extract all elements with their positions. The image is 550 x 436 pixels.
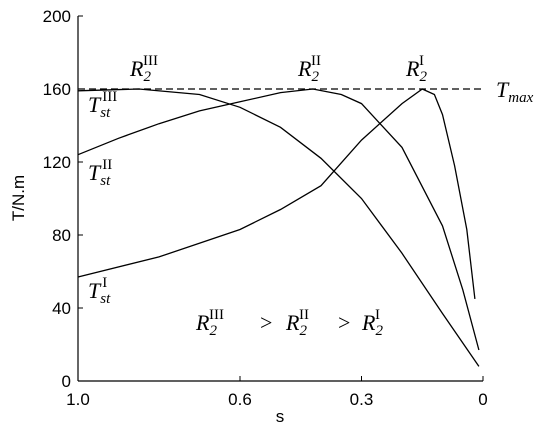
y-tick-label: 200	[43, 7, 71, 26]
annotation: TstII	[88, 157, 112, 189]
y-tick-label: 120	[43, 153, 71, 172]
annotation: R2I	[361, 307, 383, 339]
annotation-sub: 2	[143, 69, 151, 85]
annotation: R2II	[285, 307, 309, 339]
annotation-base: R	[285, 310, 300, 335]
annotation-base: T	[88, 92, 102, 117]
annotation-base: T	[496, 77, 510, 102]
annotation-sup: III	[143, 53, 158, 69]
annotation-base: R	[129, 56, 144, 81]
annotation-sup: I	[102, 275, 107, 291]
annotation: TstI	[88, 275, 111, 307]
annotation-base: R	[405, 56, 420, 81]
annotation: R2I	[405, 53, 427, 85]
annotation-sup: II	[299, 307, 309, 323]
annotation: R2III	[195, 307, 224, 339]
annotation-base: R	[195, 310, 210, 335]
series-line	[77, 88, 480, 351]
annotation-sub: 2	[209, 323, 217, 339]
operator: >	[338, 310, 350, 335]
y-tick-label: 160	[43, 80, 71, 99]
annotation-sub: 2	[419, 69, 427, 85]
y-axis-label: T/N.m	[9, 175, 28, 221]
annotation-sub: 2	[311, 69, 319, 85]
y-tick-label: 80	[52, 226, 71, 245]
operator: >	[260, 310, 272, 335]
annotation-sub: st	[100, 105, 111, 121]
annotation: Tmax	[496, 77, 534, 106]
annotation-base: T	[88, 278, 102, 303]
annotation-base: T	[88, 160, 102, 185]
annotation-sup: II	[102, 157, 112, 173]
x-tick-label: 0.3	[350, 390, 374, 409]
annotation-base: R	[361, 310, 376, 335]
series-line	[77, 88, 476, 299]
annotation-sup: III	[102, 89, 117, 105]
annotation-base: R	[297, 56, 312, 81]
x-tick-label: 0.6	[228, 390, 252, 409]
annotation-sub: max	[508, 90, 533, 106]
annotation-sup: II	[311, 53, 321, 69]
annotation: R2III	[129, 53, 158, 85]
x-tick-label: 0	[478, 390, 487, 409]
annotation-sub: 2	[299, 323, 307, 339]
annotation: R2II	[297, 53, 321, 85]
annotation: TstIII	[88, 89, 117, 121]
annotation-sub: 2	[375, 323, 383, 339]
annotation-sub: st	[100, 173, 111, 189]
annotation-sup: I	[375, 307, 380, 323]
series-line	[77, 88, 480, 367]
y-tick-label: 0	[62, 372, 71, 391]
x-tick-label: 1.0	[66, 390, 90, 409]
annotation-sup: III	[209, 307, 224, 323]
annotation-sup: I	[419, 53, 424, 69]
y-tick-label: 40	[52, 299, 71, 318]
x-axis-label: s	[276, 407, 285, 426]
annotation-sub: st	[100, 291, 111, 307]
